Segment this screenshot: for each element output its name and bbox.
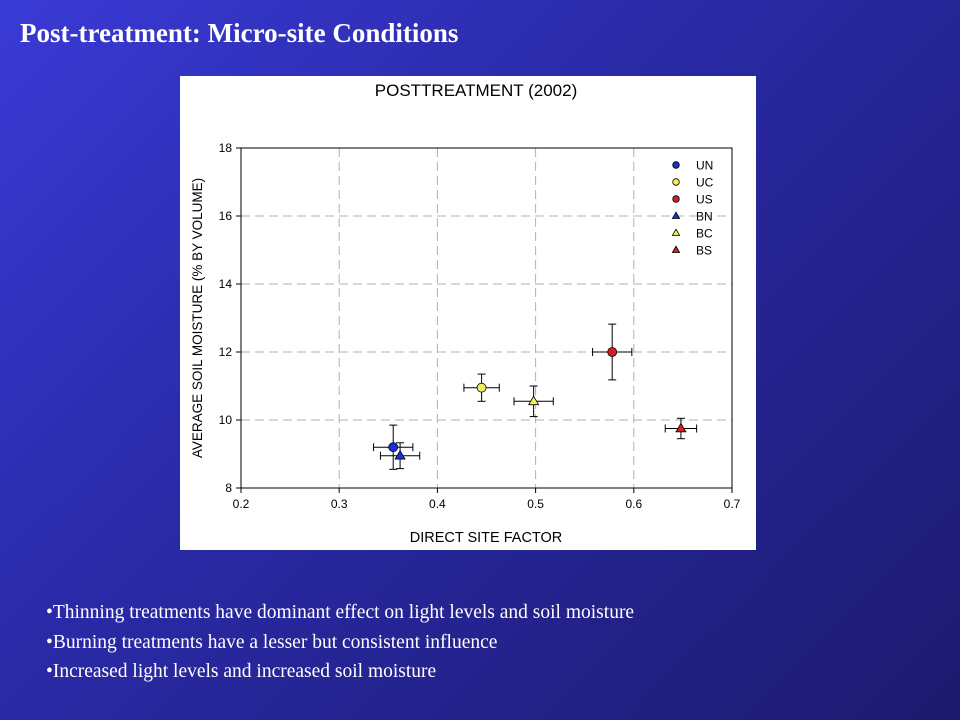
point-marker-bc [527, 395, 540, 406]
legend-label-bc: BC [696, 227, 713, 241]
bullet-item: Burning treatments have a lesser but con… [46, 628, 634, 658]
data-points [373, 323, 698, 470]
legend-marker-bc [671, 228, 681, 236]
legend-entry-uc: UC [672, 176, 714, 190]
point-marker-bs [675, 422, 687, 433]
grid-lines [241, 148, 732, 488]
x-tick-label: 0.7 [724, 497, 741, 511]
data-point-bn [379, 442, 421, 470]
point-marker-uc [476, 382, 487, 393]
legend-label-bn: BN [696, 210, 713, 224]
y-tick-label: 14 [219, 277, 233, 291]
point-marker-un [388, 442, 399, 453]
y-axis-label: AVERAGE SOIL MOISTURE (% BY VOLUME) [190, 178, 205, 458]
legend-marker-bn [671, 211, 681, 219]
scatter-chart: POSTTREATMENT (2002) 0.2 0.3 0.4 0.5 0.6 0.7 8… [190, 81, 741, 546]
y-tick-label: 16 [219, 209, 233, 223]
data-point-bc [513, 385, 554, 418]
y-tick-label: 10 [219, 413, 233, 427]
data-point-bs [664, 417, 698, 440]
legend-entry-un: UN [672, 159, 713, 173]
legend-entry-bn: BN [671, 210, 713, 224]
y-tick-label: 12 [219, 345, 233, 359]
legend-marker-us [672, 195, 680, 203]
x-axis-label: DIRECT SITE FACTOR [410, 530, 563, 546]
chart-title: POSTTREATMENT (2002) [375, 81, 577, 100]
y-tick-label: 8 [225, 481, 232, 495]
legend-label-us: US [696, 193, 713, 207]
x-tick-label: 0.5 [527, 497, 544, 511]
plot-frame [240, 147, 733, 489]
x-tick-label: 0.4 [429, 497, 446, 511]
bullet-item: Thinning treatments have dominant effect… [46, 598, 634, 628]
x-tick-label: 0.3 [331, 497, 348, 511]
x-tick-label: 0.6 [625, 497, 642, 511]
data-point-uc [463, 373, 500, 402]
legend-marker-un [672, 161, 680, 169]
legend-label-bs: BS [696, 244, 712, 258]
y-tick-label: 18 [219, 141, 233, 155]
point-marker-us [607, 347, 618, 357]
x-tick-label: 0.2 [233, 497, 250, 511]
legend-entry-us: US [672, 193, 713, 207]
data-point-us [592, 323, 633, 381]
point-marker-bn [394, 449, 406, 460]
slide-title: Post-treatment: Micro-site Conditions [20, 18, 459, 48]
legend-marker-uc [672, 178, 680, 186]
chart-panel: POSTTREATMENT (2002) 0.2 0.3 0.4 0.5 0.6 0.7 8… [180, 76, 756, 550]
data-point-un [373, 424, 414, 470]
bullet-list: Thinning treatments have dominant effect… [46, 598, 634, 687]
legend-label-uc: UC [696, 176, 714, 190]
legend-marker-bs [671, 245, 681, 253]
legend-entry-bc: BC [671, 227, 713, 241]
legend: UN UC US BN BC BS [671, 159, 714, 258]
axis-ticks: 0.2 0.3 0.4 0.5 0.6 0.7 8 10 12 14 16 18 [219, 141, 741, 511]
bullet-item: Increased light levels and increased soi… [46, 657, 634, 687]
legend-entry-bs: BS [671, 244, 712, 258]
legend-label-un: UN [696, 159, 713, 173]
